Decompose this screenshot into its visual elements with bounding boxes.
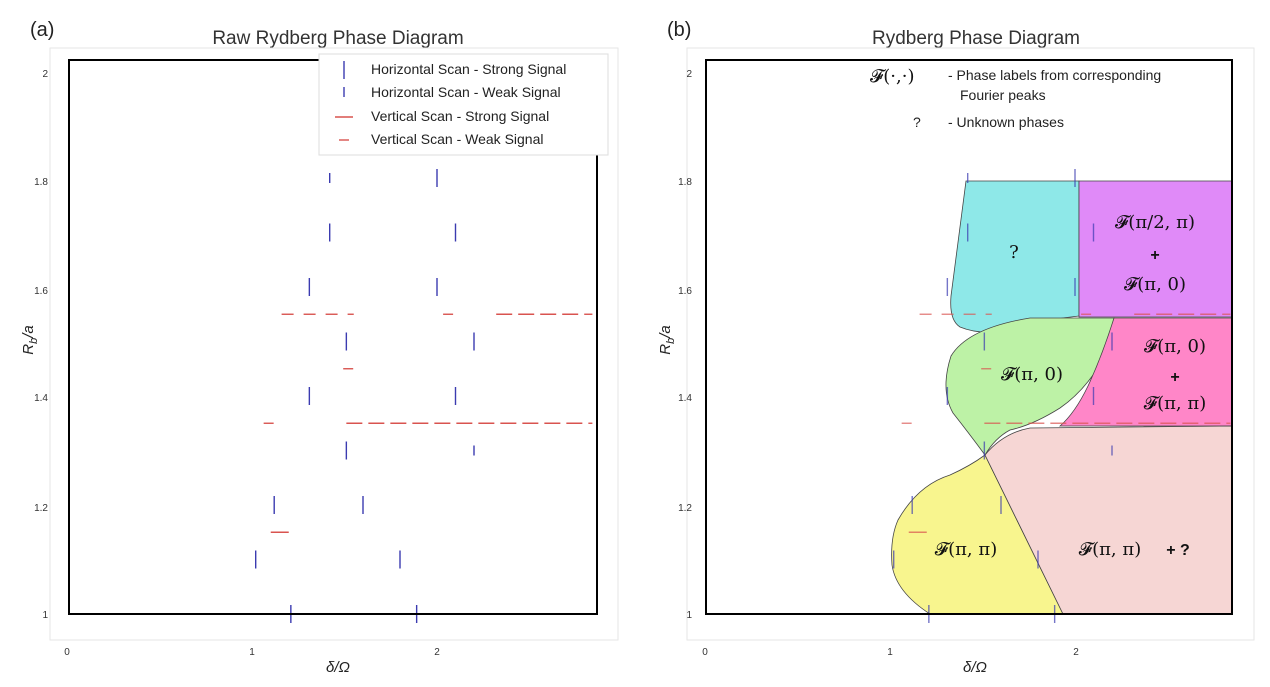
a-ytick-1.8: 1.8 [34,177,48,188]
panel-b-marks [893,169,1231,623]
a-xtick-1: 1 [249,647,255,658]
region-pi0-plus-pipi [1058,317,1233,427]
a-xtick-0: 0 [64,647,70,658]
panel-a-marks [254,169,593,623]
legend-label-h-weak: Horizontal Scan - Weak Signal [371,84,561,100]
panel-b-background-frame [686,47,1255,641]
a-ytick-1.4: 1.4 [34,393,48,404]
panel-a: (a) Raw Rydberg Phase Diagram 1 1.2 1.4 … [20,19,619,676]
legend-label-v-weak: Vertical Scan - Weak Signal [371,131,544,147]
legend-label-h-strong: Horizontal Scan - Strong Signal [371,61,566,77]
legend-box [318,53,609,156]
region-label-pipi: 𝓕(π, π) [935,539,997,560]
a-ytick-1.2: 1.2 [34,503,48,514]
a-ylabel-tail: /a [20,325,37,339]
region-pipi [891,454,1064,615]
panel-a-xlabel: δ/Ω [326,659,350,676]
region-label-pi0-b: 𝓕(π, 0) [1144,336,1206,357]
panel-b-legend: 𝓕(·,·) - Phase labels from corresponding… [870,66,1161,130]
panel-a-title: Raw Rydberg Phase Diagram [212,28,463,49]
a-ytick-1: 1 [42,610,48,621]
panel-a-label: (a) [30,19,54,41]
region-label-pi0-a: 𝓕(π, 0) [1124,274,1186,295]
b-ytick-1.6: 1.6 [678,286,692,297]
region-label-plus-unknown: + ? [1166,542,1190,559]
region-label-pi0-plus: + [1170,369,1179,386]
b-ylabel-sub: b [665,338,677,344]
b-xtick-1: 1 [887,647,893,658]
region-label-pipi-a: 𝓕(π, π) [1144,393,1206,414]
b-ytick-1: 1 [686,610,692,621]
panel-a-background-frame [49,47,619,641]
panel-a-ylabel: Rb/a [20,325,40,354]
panel-a-legend: Horizontal Scan - Strong Signal Horizont… [318,53,609,156]
b-ylabel-tail: /a [657,325,674,339]
b-xtick-2: 2 [1073,647,1079,658]
legend-fourier-text-2: Fourier peaks [960,87,1046,103]
legend-fourier-symbol: 𝓕(·,·) [870,66,915,87]
region-label-pi2pi: 𝓕(π/2, π) [1115,212,1195,233]
legend-fourier-text-1: - Phase labels from corresponding [948,67,1161,83]
a-ylabel-sub: b [28,338,40,344]
panel-b-xlabel: δ/Ω [963,659,987,676]
panel-b-label: (b) [667,19,691,41]
b-xtick-0: 0 [702,647,708,658]
panel-b-title: Rydberg Phase Diagram [872,28,1080,49]
panel-b-ylabel: Rb/a [657,325,677,354]
region-label-pipi-b: 𝓕(π, π) [1079,539,1141,560]
legend-unknown-text: - Unknown phases [948,114,1064,130]
b-ylabel-main: R [657,344,674,355]
b-ytick-1.8: 1.8 [678,177,692,188]
legend-label-v-strong: Vertical Scan - Strong Signal [371,108,549,124]
region-label-unknown: ? [1009,242,1019,263]
a-xtick-2: 2 [434,647,440,658]
b-ytick-1.2: 1.2 [678,503,692,514]
legend-unknown-symbol: ? [913,114,921,130]
a-ytick-2: 2 [42,69,48,80]
panel-b: (b) Rydberg Phase Diagram ? 𝓕(π/2, π) + … [657,19,1255,676]
region-label-pi2pi-plus: + [1150,247,1159,264]
b-ytick-1.4: 1.4 [678,393,692,404]
b-ytick-2: 2 [686,69,692,80]
a-ylabel-main: R [20,344,37,355]
a-ytick-1.6: 1.6 [34,286,48,297]
region-label-pi0: 𝓕(π, 0) [1001,364,1063,385]
